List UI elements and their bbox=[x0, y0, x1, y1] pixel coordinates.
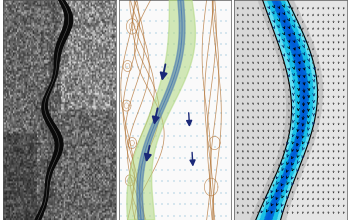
Polygon shape bbox=[127, 0, 195, 220]
Polygon shape bbox=[35, 0, 72, 220]
Polygon shape bbox=[137, 0, 185, 220]
